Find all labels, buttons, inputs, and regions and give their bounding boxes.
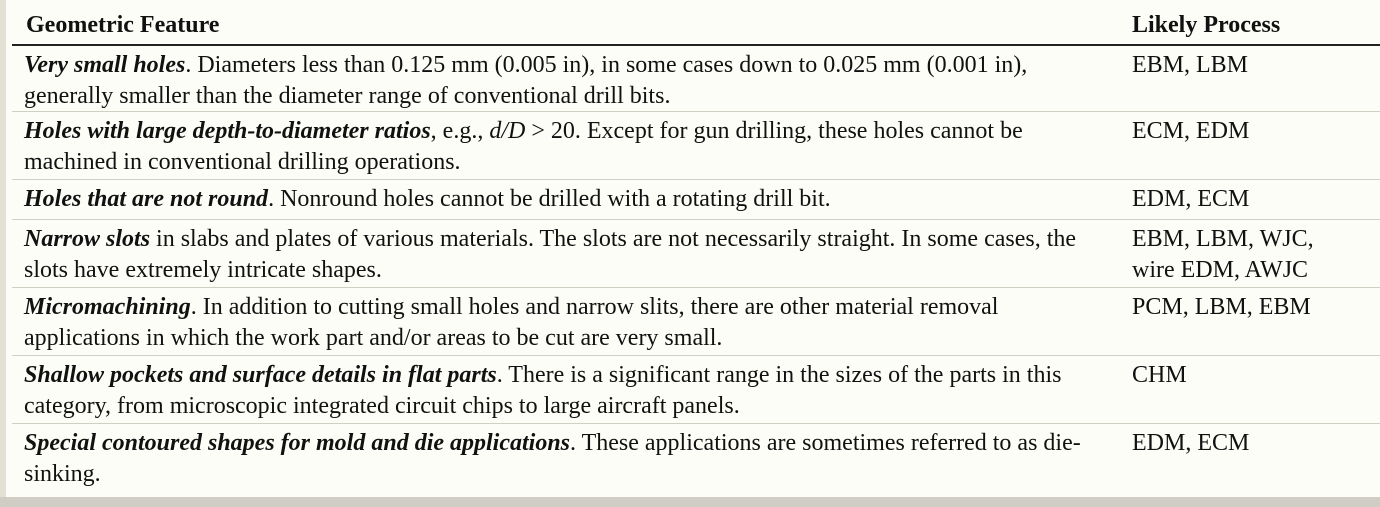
process-cell: PCM, LBM, EBM [1132, 294, 1311, 320]
process-cell: CHM [1132, 362, 1187, 388]
table-row: Micromachining. In addition to cutting s… [12, 288, 1380, 356]
feature-term: Micromachining [24, 294, 191, 320]
process-line: wire EDM, AWJC [1132, 257, 1309, 283]
table-row: Very small holes. Diameters less than 0.… [12, 46, 1380, 112]
feature-cell: Narrow slots in slabs and plates of vari… [24, 224, 1116, 286]
table-row: Shallow pockets and surface details in f… [12, 356, 1380, 424]
feature-term: Narrow slots [24, 226, 151, 252]
feature-description: in slabs and plates of various materials… [24, 226, 1077, 283]
feature-cell: Shallow pockets and surface details in f… [24, 360, 1116, 422]
feature-cell: Holes that are not round. Nonround holes… [24, 184, 1116, 215]
table-row: Special contoured shapes for mold and di… [12, 424, 1380, 494]
table-row: Narrow slots in slabs and plates of vari… [12, 220, 1380, 288]
ratio-symbol: d/D [489, 118, 526, 144]
process-cell: EDM, ECM [1132, 430, 1250, 456]
bottom-divider [0, 497, 1380, 507]
feature-cell: Holes with large depth-to-diameter ratio… [24, 116, 1116, 178]
feature-description: . There is a significant range in the si… [24, 362, 1062, 419]
feature-description: . Nonround holes cannot be drilled with … [268, 186, 831, 212]
process-cell: EBM, LBM [1132, 52, 1249, 78]
process-cell: EDM, ECM [1132, 186, 1250, 212]
feature-cell: Very small holes. Diameters less than 0.… [24, 50, 1116, 112]
process-cell: ECM, EDM [1132, 118, 1250, 144]
feature-description: . Diameters less than 0.125 mm (0.005 in… [24, 52, 1028, 109]
process-line: EBM, LBM, WJC, [1132, 226, 1314, 252]
feature-description: . In addition to cutting small holes and… [24, 294, 999, 351]
process-cell: EBM, LBM, WJC, wire EDM, AWJC [1132, 224, 1372, 286]
feature-term: Holes that are not round [24, 186, 269, 212]
feature-cell: Micromachining. In addition to cutting s… [24, 292, 1116, 354]
feature-term: Special contoured shapes for mold and di… [24, 430, 571, 456]
feature-description: . These applications are sometimes refer… [24, 430, 1081, 487]
column-header-process: Likely Process [1132, 12, 1281, 38]
feature-description: , e.g., [430, 118, 490, 144]
table-row: Holes with large depth-to-diameter ratio… [12, 112, 1380, 180]
column-header-feature: Geometric Feature [26, 12, 220, 38]
feature-term: Shallow pockets and surface details in f… [24, 362, 497, 388]
feature-term: Very small holes [24, 52, 186, 78]
feature-description-cont: > 20. Except for gun drilling, these hol… [24, 118, 1023, 175]
feature-term: Holes with large depth-to-diameter ratio… [24, 118, 431, 144]
feature-cell: Special contoured shapes for mold and di… [24, 428, 1116, 490]
table-row: Holes that are not round. Nonround holes… [12, 180, 1380, 220]
table-header: Geometric Feature Likely Process [12, 10, 1380, 46]
